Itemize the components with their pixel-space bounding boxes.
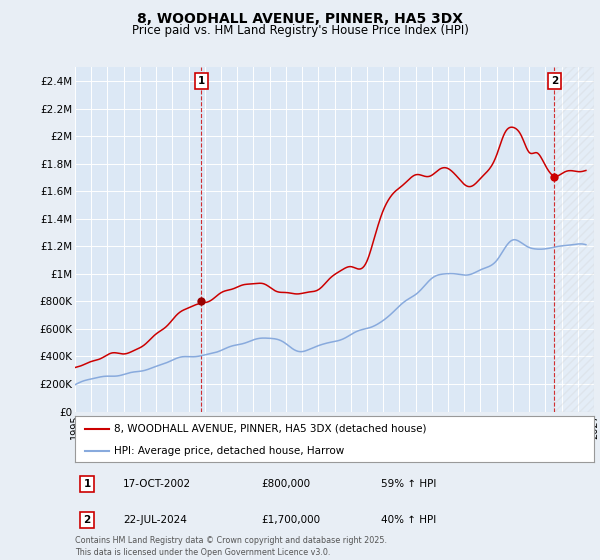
Text: 22-JUL-2024: 22-JUL-2024 — [123, 515, 187, 525]
Text: Contains HM Land Registry data © Crown copyright and database right 2025.
This d: Contains HM Land Registry data © Crown c… — [75, 536, 387, 557]
Text: 59% ↑ HPI: 59% ↑ HPI — [381, 479, 436, 489]
Text: 1: 1 — [198, 76, 205, 86]
Text: HPI: Average price, detached house, Harrow: HPI: Average price, detached house, Harr… — [114, 446, 344, 455]
Text: Price paid vs. HM Land Registry's House Price Index (HPI): Price paid vs. HM Land Registry's House … — [131, 24, 469, 36]
Text: 2: 2 — [83, 515, 91, 525]
Text: 2: 2 — [551, 76, 558, 86]
Text: £1,700,000: £1,700,000 — [261, 515, 320, 525]
Text: 17-OCT-2002: 17-OCT-2002 — [123, 479, 191, 489]
Text: 40% ↑ HPI: 40% ↑ HPI — [381, 515, 436, 525]
Text: £800,000: £800,000 — [261, 479, 310, 489]
Text: 1: 1 — [83, 479, 91, 489]
Text: 8, WOODHALL AVENUE, PINNER, HA5 3DX (detached house): 8, WOODHALL AVENUE, PINNER, HA5 3DX (det… — [114, 424, 427, 434]
Text: 8, WOODHALL AVENUE, PINNER, HA5 3DX: 8, WOODHALL AVENUE, PINNER, HA5 3DX — [137, 12, 463, 26]
